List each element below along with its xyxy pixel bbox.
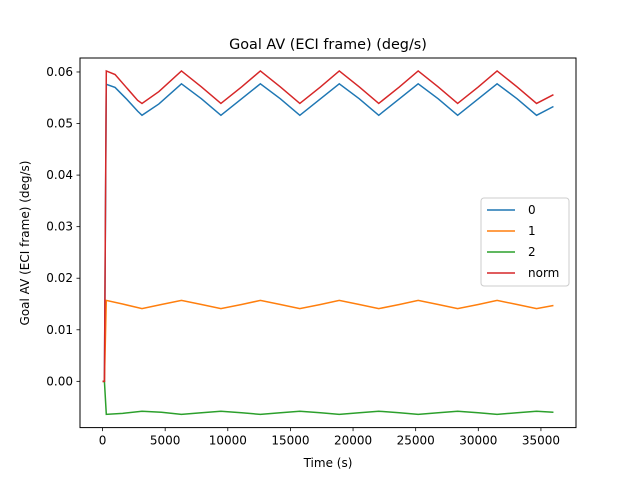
y-tick-label: 0.01 xyxy=(46,323,73,337)
legend-label-norm: norm xyxy=(528,266,559,280)
x-tick-label: 35000 xyxy=(522,434,560,448)
x-tick-label: 5000 xyxy=(150,434,181,448)
y-tick-label: 0.02 xyxy=(46,271,73,285)
legend-label-1: 1 xyxy=(528,224,536,238)
x-tick-label: 10000 xyxy=(209,434,247,448)
y-tick-label: 0.04 xyxy=(46,168,73,182)
x-tick-label: 25000 xyxy=(397,434,435,448)
series-layer xyxy=(102,69,554,416)
legend-label-0: 0 xyxy=(528,203,536,217)
series-line-2 xyxy=(102,380,554,416)
y-tick-label: 0.00 xyxy=(46,374,73,388)
y-tick-label: 0.06 xyxy=(46,65,73,79)
x-tick-label: 0 xyxy=(99,434,107,448)
plot-frame xyxy=(79,57,577,429)
series-line-0 xyxy=(102,82,554,383)
legend: 0 1 2 norm xyxy=(480,197,570,287)
x-tick-label: 15000 xyxy=(271,434,309,448)
x-axis: 0 5000 10000 15000 20000 25000 30000 35000 xyxy=(99,427,560,448)
series-line-1 xyxy=(102,299,554,383)
legend-box xyxy=(480,197,570,287)
chart-title: Goal AV (ECI frame) (deg/s) xyxy=(229,37,427,53)
y-axis-label: Goal AV (ECI frame) (deg/s) xyxy=(18,161,32,326)
legend-label-2: 2 xyxy=(528,245,536,259)
x-axis-label: Time (s) xyxy=(303,456,353,470)
x-tick-label: 20000 xyxy=(334,434,372,448)
y-tick-label: 0.05 xyxy=(46,117,73,131)
y-axis: 0.00 0.01 0.02 0.03 0.04 0.05 0.06 xyxy=(46,65,80,388)
y-tick-label: 0.03 xyxy=(46,220,73,234)
x-tick-label: 30000 xyxy=(459,434,497,448)
series-line-norm xyxy=(102,69,554,383)
